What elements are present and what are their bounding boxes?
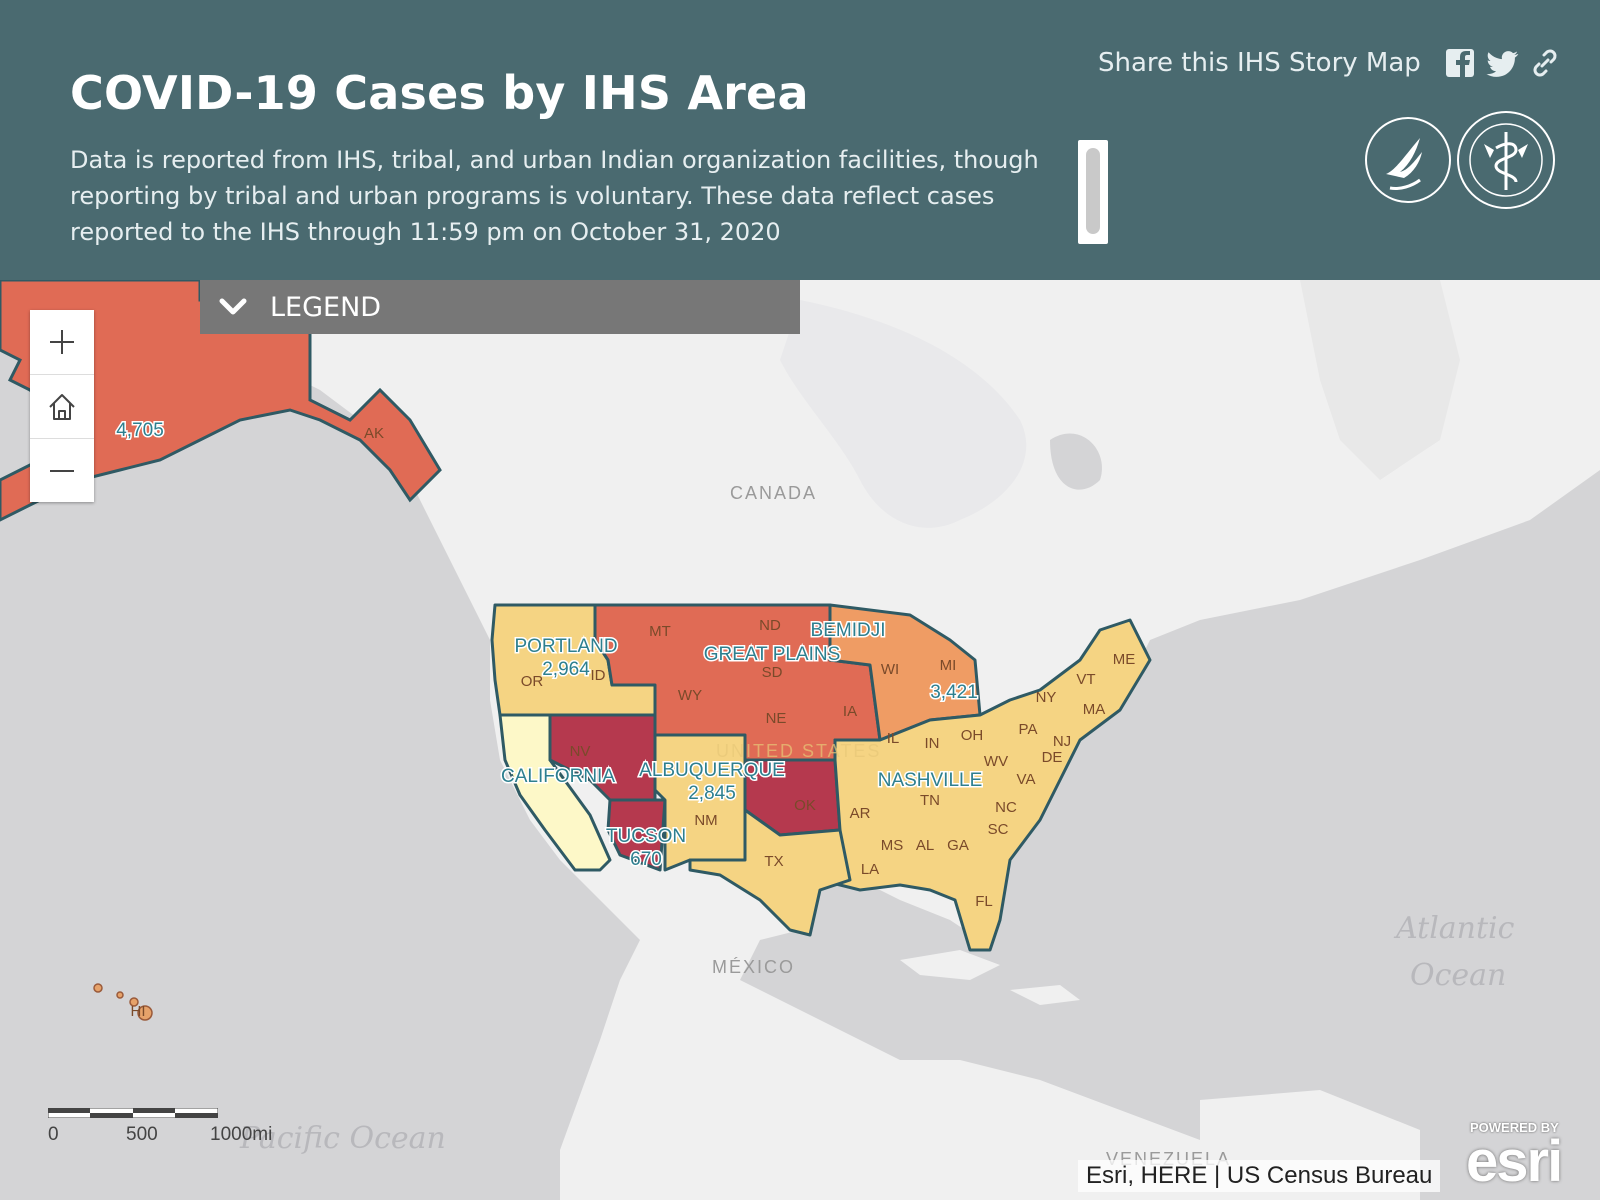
area-texas[interactable] <box>688 808 852 937</box>
scale-label-1000: 1000mi <box>210 1124 273 1145</box>
state-label-ne: NE <box>766 710 787 727</box>
country-label-canada: CANADA <box>730 483 817 503</box>
minus-icon <box>50 470 74 472</box>
scale-label-500: 500 <box>126 1124 158 1145</box>
country-label-mexico: MÉXICO <box>712 957 795 977</box>
state-label-nm: NM <box>694 812 717 829</box>
esri-powered-by: POWERED BY <box>1470 1120 1559 1135</box>
state-label-ms: MS <box>881 837 904 854</box>
ocean-label-pacific: Pacific Ocean <box>239 1121 446 1156</box>
covid-map[interactable]: CANADA UNITED STATES MÉXICO VENEZUELA At… <box>0 280 1600 1200</box>
state-label-nc: NC <box>995 799 1017 816</box>
zoom-controls <box>30 310 94 502</box>
state-labels: AK HI OR ID MT WY ND SD NE IA WI MI NV OK NM TX IL IN OH PA… <box>131 425 1136 1020</box>
area-label-tucson: TUCSON <box>606 826 686 847</box>
home-icon <box>49 394 75 420</box>
state-label-ak: AK <box>364 425 384 442</box>
state-label-vt: VT <box>1076 671 1095 688</box>
state-label-mt: MT <box>649 623 671 640</box>
state-label-wy: WY <box>678 687 702 704</box>
state-label-tn: TN <box>920 792 940 809</box>
state-label-oh: OH <box>961 727 984 744</box>
state-label-or: OR <box>521 673 544 690</box>
state-label-nv: NV <box>570 743 591 760</box>
area-count-alaska: 4,705 <box>116 420 164 441</box>
page-title: COVID-19 Cases by IHS Area <box>70 66 809 120</box>
state-label-ia: IA <box>843 703 857 720</box>
link-icon[interactable] <box>1528 46 1562 80</box>
state-label-ar: AR <box>850 805 871 822</box>
state-label-ok: OK <box>794 797 816 814</box>
description-scrollbar[interactable] <box>1078 140 1108 244</box>
chevron-down-icon[interactable] <box>218 292 248 322</box>
state-label-ma: MA <box>1083 701 1106 718</box>
state-label-in: IN <box>925 735 940 752</box>
area-count-portland: 2,964 <box>542 659 590 680</box>
area-label-albuquerque: ALBUQUERQUE <box>639 760 785 781</box>
state-label-id: ID <box>591 667 606 684</box>
home-button[interactable] <box>30 374 94 439</box>
state-label-nd: ND <box>759 617 781 634</box>
scrollbar-thumb[interactable] <box>1086 148 1100 234</box>
area-label-great-plains: GREAT PLAINS <box>704 644 841 665</box>
scale-bar <box>48 1108 218 1118</box>
state-label-tx: TX <box>764 853 783 870</box>
state-label-il: IL <box>887 730 900 747</box>
zoom-out-button[interactable] <box>30 438 94 503</box>
state-label-ga: GA <box>947 837 969 854</box>
state-label-wi: WI <box>881 661 899 678</box>
legend-label: LEGEND <box>270 292 382 323</box>
ihs-hhs-logo <box>1365 111 1555 209</box>
story-map-header: COVID-19 Cases by IHS Area Data is repor… <box>0 0 1600 280</box>
area-label-bemidji: BEMIDJI <box>811 620 886 641</box>
state-label-hi: HI <box>131 1003 146 1020</box>
state-label-nj: NJ <box>1053 733 1071 750</box>
zoom-in-button[interactable] <box>30 310 94 374</box>
state-label-ny: NY <box>1036 689 1057 706</box>
ocean-label-atlantic-1: Atlantic <box>1393 911 1515 946</box>
state-label-pa: PA <box>1019 721 1038 738</box>
state-label-la: LA <box>861 861 879 878</box>
ocean-label-atlantic-2: Ocean <box>1410 958 1506 993</box>
legend-toggle[interactable]: LEGEND <box>200 280 800 334</box>
state-label-mi: MI <box>940 657 957 674</box>
area-label-nashville: NASHVILLE <box>878 770 983 791</box>
share-label: Share this IHS Story Map <box>1098 48 1421 78</box>
state-label-va: VA <box>1017 771 1036 788</box>
state-label-wv: WV <box>984 753 1008 770</box>
map-attribution[interactable]: Esri, HERE | US Census Bureau <box>1078 1160 1441 1192</box>
state-label-al: AL <box>916 837 934 854</box>
state-label-me: ME <box>1113 651 1136 668</box>
area-count-bemidji: 3,421 <box>930 682 978 703</box>
scale-label-0: 0 <box>48 1124 59 1145</box>
state-label-fl: FL <box>975 893 993 910</box>
area-label-california: CALIFORNIA <box>501 766 615 787</box>
twitter-icon[interactable] <box>1486 46 1520 80</box>
header-description: Data is reported from IHS, tribal, and u… <box>70 146 1039 246</box>
facebook-icon[interactable] <box>1444 46 1478 80</box>
state-label-sd: SD <box>762 664 783 681</box>
area-count-tucson: 670 <box>630 849 662 870</box>
state-label-de: DE <box>1042 749 1063 766</box>
country-label-us: UNITED STATES <box>716 741 881 761</box>
area-hawaii[interactable] <box>93 983 153 1021</box>
plus-icon <box>50 330 74 354</box>
state-label-sc: SC <box>988 821 1009 838</box>
area-label-portland: PORTLAND <box>514 636 617 657</box>
esri-logo[interactable]: esri <box>1466 1129 1563 1194</box>
area-count-albuquerque: 2,845 <box>688 783 736 804</box>
